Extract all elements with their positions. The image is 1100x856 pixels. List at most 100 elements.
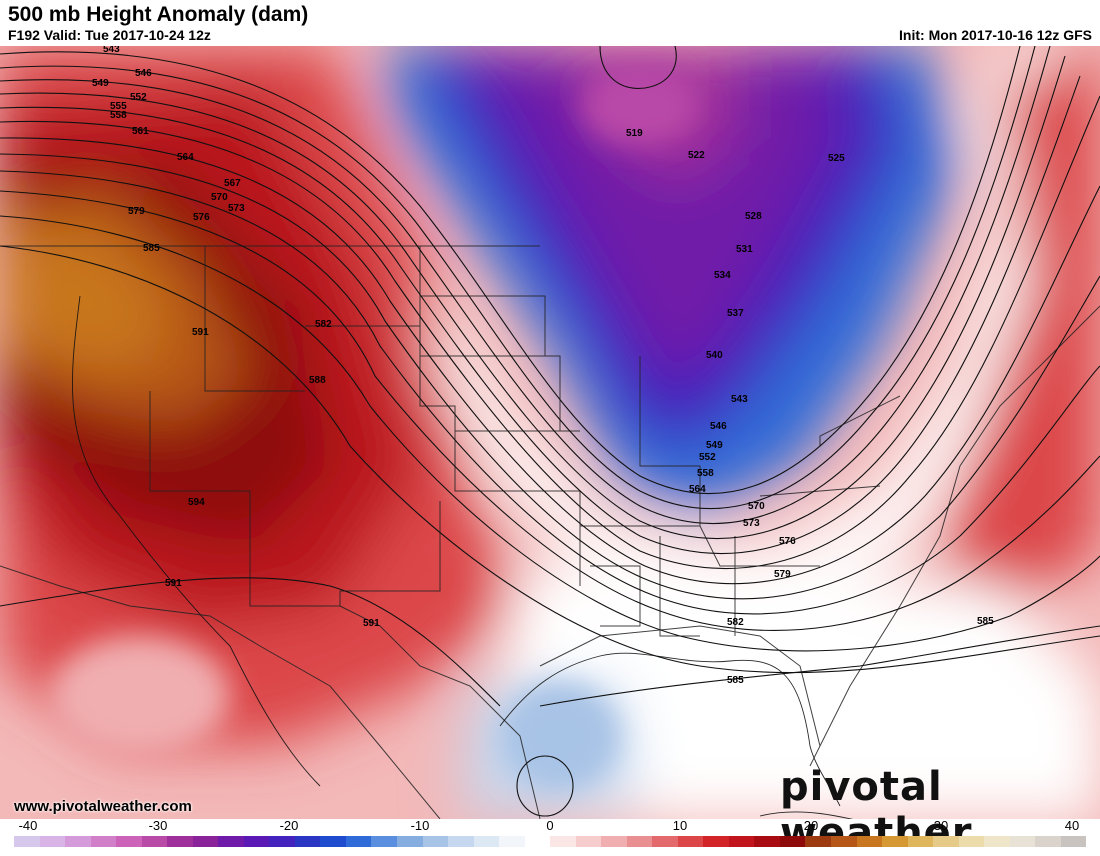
contour-label: 549 [706,440,723,451]
colorbar-swatch [14,836,40,847]
colorbar-swatch [39,836,66,847]
colorbar-swatch [448,836,474,847]
contour-label: 531 [736,244,753,255]
colorbar-swatch [422,836,449,847]
contour-label: 591 [165,578,182,589]
contour-label: 579 [128,206,145,217]
contour-label: 576 [193,212,210,223]
contour-label: 537 [727,308,744,319]
colorbar-swatch [933,836,959,847]
colorbar-tick: 20 [803,818,819,833]
colorbar-swatch [1035,836,1061,847]
contour-label: 540 [706,350,723,361]
colorbar-swatch [243,836,270,847]
colorbar-swatch [958,836,985,847]
colorbar-swatch [601,836,627,847]
colorbar-tick: -20 [279,818,299,833]
map-title: 500 mb Height Anomaly (dam) [8,3,309,26]
contour-label: 564 [689,484,706,495]
colorbar-swatch [499,836,525,847]
colorbar-swatch [728,836,755,847]
contour-label: 552 [130,92,147,103]
contour-label: 549 [92,78,109,89]
contour-label: 582 [727,617,744,628]
contour-label: 543 [103,46,120,55]
contour-label: 582 [315,319,332,330]
contour-label: 579 [774,569,791,580]
contour-label: 564 [177,152,194,163]
anomaly-map: 543 546 549 552 555 558 561 564 567 570 … [0,46,1100,819]
contour-label: 546 [710,421,727,432]
colorbar-tick: -40 [18,818,38,833]
colorbar-swatch [703,836,729,847]
colorbar-swatch [652,836,678,847]
colorbar-tick: 30 [933,818,949,833]
colorbar-swatch [192,836,219,847]
colorbar-tick: -30 [148,818,168,833]
colorbar-swatch [805,836,831,847]
contour-label: 591 [363,618,380,629]
anomaly-detail [50,66,700,791]
colorbar-swatch [90,836,117,847]
colorbar-swatch [779,836,806,847]
contour-label: 588 [309,375,326,386]
contour-label: 585 [727,675,744,686]
colorbar-swatch [1009,836,1036,847]
colorbar-swatch [294,836,321,847]
contour-label: 519 [626,128,643,139]
colorbar-swatch [524,836,551,847]
colorbar-swatch [116,836,142,847]
colorbar-swatch [882,836,908,847]
colorbar-swatch [218,836,244,847]
colorbar-swatch [626,836,653,847]
contour-label: 573 [743,518,760,529]
contour-label: 534 [714,270,731,281]
header-bar: 500 mb Height Anomaly (dam) F192 Valid: … [0,0,1100,46]
colorbar-ticks: -40 -30 -20 -10 0 10 20 30 40 [0,818,1100,834]
colorbar-swatch [396,836,423,847]
colorbar-swatch [677,836,704,847]
colorbar-swatch [371,836,397,847]
contour-label: 555 [110,101,127,112]
colorbar-swatch [754,836,780,847]
website-watermark: www.pivotalweather.com [14,798,192,815]
political-borders [0,245,1100,819]
colorbar-swatch [575,836,602,847]
contour-label: 552 [699,452,716,463]
colorbar-swatch [907,836,934,847]
contour-label: 558 [110,110,127,121]
contour-label: 558 [697,468,714,479]
colorbar-swatch [856,836,883,847]
colorbar-swatch [167,836,193,847]
contour-label: 567 [224,178,241,189]
init-time: Init: Mon 2017-10-16 12z GFS [899,27,1092,43]
colorbar-swatch [141,836,168,847]
colorbar-swatch [473,836,500,847]
colorbar-swatch [269,836,295,847]
colorbar-tick: -10 [410,818,430,833]
contour-label: 543 [731,394,748,405]
contour-label: 585 [977,616,994,627]
colorbar-swatch [984,836,1010,847]
height-contours [0,46,1100,817]
contour-label: 570 [211,192,228,203]
contour-label: 528 [745,211,762,222]
brand-logo: pivotal weather [780,764,973,856]
colorbar [14,836,1087,847]
map-canvas: 543 546 549 552 555 558 561 564 567 570 … [0,46,1100,819]
contour-label: 570 [748,501,765,512]
colorbar-swatch [831,836,857,847]
contour-label: 576 [779,536,796,547]
contour-label-group: 543 546 549 552 555 558 561 564 567 570 … [92,46,994,686]
contour-label: 591 [192,327,209,338]
contour-label: 585 [143,243,160,254]
colorbar-swatch [345,836,372,847]
contour-label: 573 [228,203,245,214]
coastlines [71,295,853,819]
colorbar-swatch [1060,836,1087,847]
colorbar-tick: 10 [672,818,688,833]
contour-label: 546 [135,68,152,79]
colorbar-tick: 40 [1064,818,1080,833]
colorbar-swatch [320,836,346,847]
contour-label: 525 [828,153,845,164]
